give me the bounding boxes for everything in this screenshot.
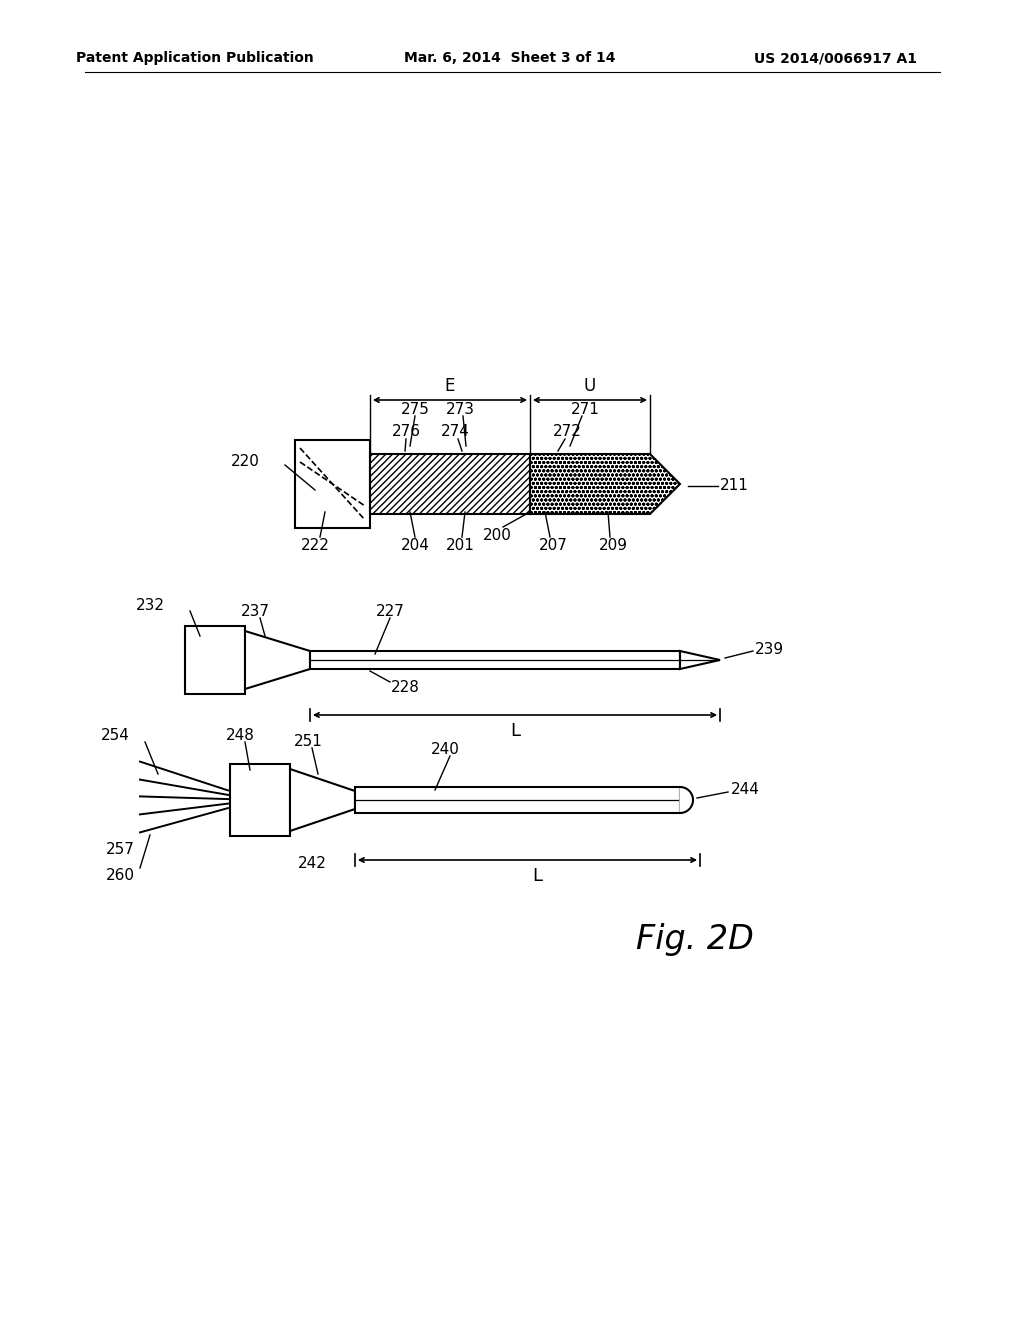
Text: 257: 257	[106, 842, 135, 858]
Text: 220: 220	[231, 454, 260, 470]
Text: 251: 251	[294, 734, 323, 750]
Text: E: E	[444, 378, 456, 395]
Text: 271: 271	[570, 401, 599, 417]
Bar	[230, 764, 290, 836]
Text: 274: 274	[440, 425, 469, 440]
Text: 204: 204	[400, 537, 429, 553]
Text: 207: 207	[539, 537, 567, 553]
Text: 239: 239	[755, 643, 784, 657]
Text: 244: 244	[731, 783, 760, 797]
Text: Fig. 2D: Fig. 2D	[636, 924, 754, 957]
Bar	[355, 787, 680, 813]
Text: L: L	[532, 867, 542, 884]
Text: 272: 272	[553, 425, 582, 440]
Polygon shape	[245, 631, 310, 689]
Text: Patent Application Publication: Patent Application Publication	[76, 51, 314, 65]
Text: 201: 201	[445, 537, 474, 553]
Text: Mar. 6, 2014  Sheet 3 of 14: Mar. 6, 2014 Sheet 3 of 14	[404, 51, 615, 65]
Text: 276: 276	[391, 425, 421, 440]
Text: L: L	[510, 722, 520, 741]
Text: 242: 242	[298, 855, 327, 870]
Polygon shape	[680, 787, 693, 813]
Text: US 2014/0066917 A1: US 2014/0066917 A1	[754, 51, 916, 65]
Bar	[370, 454, 530, 513]
Bar	[295, 440, 370, 528]
Text: 232: 232	[136, 598, 165, 614]
Text: 254: 254	[101, 729, 130, 743]
Text: 237: 237	[241, 603, 269, 619]
Text: 273: 273	[445, 401, 474, 417]
Text: 200: 200	[482, 528, 511, 543]
Text: 222: 222	[301, 537, 330, 553]
Bar	[310, 651, 680, 669]
Polygon shape	[680, 651, 720, 669]
Text: U: U	[584, 378, 596, 395]
Bar	[185, 626, 245, 694]
Text: 209: 209	[598, 537, 628, 553]
Text: 228: 228	[390, 681, 420, 696]
Text: 240: 240	[430, 742, 460, 756]
Text: 248: 248	[225, 729, 254, 743]
Text: 275: 275	[400, 401, 429, 417]
Text: 211: 211	[720, 479, 749, 494]
Polygon shape	[290, 770, 355, 832]
Text: 227: 227	[376, 603, 404, 619]
Text: 260: 260	[106, 869, 135, 883]
